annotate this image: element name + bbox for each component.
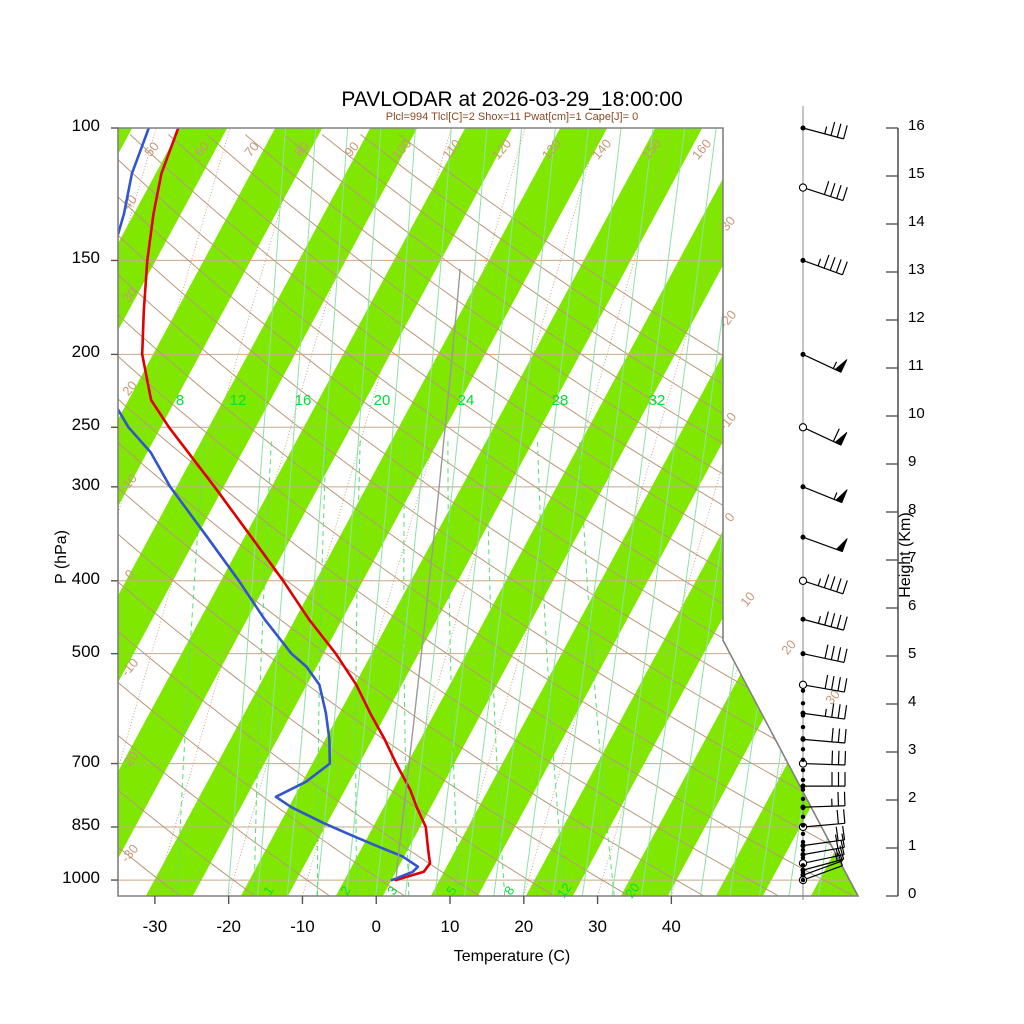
pressure-tick-label: 250 — [71, 415, 100, 435]
wind-barb-column — [798, 106, 848, 900]
pressure-tick-label: 150 — [71, 248, 100, 268]
pressure-tick-label: 700 — [71, 751, 100, 771]
height-tick-label: 14 — [908, 213, 925, 230]
axis-ticks — [111, 127, 898, 904]
temperature-tick-label: 10 — [440, 917, 460, 936]
height-tick-label: 7 — [908, 549, 917, 566]
pressure-tick-label: 400 — [71, 568, 100, 588]
height-tick-label: 3 — [908, 741, 917, 758]
sounding-traces — [118, 128, 461, 882]
svg-text:12: 12 — [230, 392, 247, 409]
temperature-tick-label: 0 — [371, 917, 381, 936]
height-tick-label: 8 — [908, 501, 917, 518]
svg-text:16: 16 — [295, 392, 312, 409]
temperature-tick-label: 40 — [661, 917, 681, 936]
svg-text:70: 70 — [241, 139, 262, 160]
height-tick-label: 5 — [908, 645, 917, 662]
height-tick-label: 2 — [908, 789, 917, 806]
dry-adiabat-lines — [118, 134, 858, 896]
height-tick-label: 11 — [908, 357, 924, 374]
dewpoint-trace — [118, 128, 420, 882]
temperature-tick-label: -10 — [290, 917, 315, 936]
height-tick-label: 4 — [908, 693, 917, 710]
temperature-tick-label: 20 — [514, 917, 534, 936]
svg-text:24: 24 — [458, 392, 475, 409]
svg-text:28: 28 — [552, 392, 569, 409]
svg-text:20: 20 — [374, 392, 391, 409]
x-axis-title: Temperature (C) — [453, 948, 571, 965]
mixing-ratio-lines — [176, 440, 615, 896]
height-tick-label: 1 — [908, 837, 917, 854]
page-title: PAVLODAR at 2026-03-29_18:00:00 — [341, 88, 683, 111]
temperature-tick-label: 30 — [588, 917, 608, 936]
temperature-trace — [140, 128, 432, 882]
temperature-tick-label: -20 — [216, 917, 241, 936]
pressure-tick-label: 850 — [71, 814, 100, 834]
height-tick-label: 9 — [908, 453, 917, 470]
sounding-indices: Plcl=994 Tlcl[C]=2 Shox=11 Pwat[cm]=1 Ca… — [385, 111, 639, 123]
svg-text:20: 20 — [778, 637, 799, 658]
svg-text:0: 0 — [721, 510, 737, 525]
pressure-tick-label: 300 — [71, 474, 100, 494]
height-tick-label: 12 — [908, 309, 925, 326]
svg-text:32: 32 — [649, 392, 666, 409]
pressure-tick-label: 500 — [71, 641, 100, 661]
svg-text:8: 8 — [176, 392, 184, 409]
height-tick-label: 0 — [908, 885, 917, 902]
height-tick-label: 13 — [908, 261, 925, 278]
height-tick-label: 6 — [908, 597, 917, 614]
svg-text:10: 10 — [737, 589, 758, 610]
height-tick-label: 15 — [908, 165, 925, 182]
pressure-tick-label: 1000 — [62, 868, 100, 888]
pressure-tick-label: 200 — [71, 342, 100, 362]
height-tick-label: 10 — [908, 405, 925, 422]
pressure-tick-label: 100 — [71, 116, 100, 135]
temperature-tick-label: -30 — [142, 917, 168, 936]
height-tick-label: 16 — [908, 117, 925, 134]
svg-text:-20: -20 — [716, 307, 740, 331]
